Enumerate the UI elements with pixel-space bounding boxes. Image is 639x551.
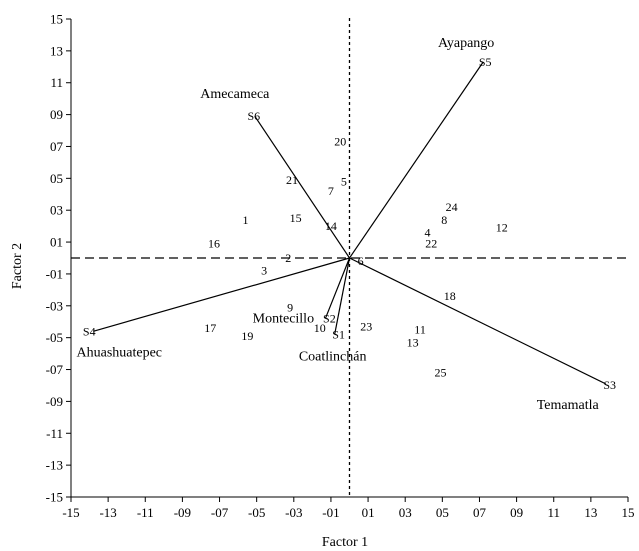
point-17: 17 (204, 321, 216, 335)
x-tick-label: -09 (174, 505, 191, 520)
reference-lines (71, 18, 628, 497)
x-tick-label: 09 (510, 505, 523, 520)
site-name-s2: Montecillo (253, 312, 314, 327)
site-name-s3: Temamatla (537, 398, 600, 413)
point-8: 8 (441, 213, 447, 227)
x-tick-label: -11 (137, 505, 154, 520)
point-6: 6 (358, 254, 364, 268)
x-tick-label: 05 (436, 505, 449, 520)
vector-s2 (324, 257, 351, 319)
y-tick-label: 15 (50, 12, 63, 27)
vector-s3 (349, 257, 606, 385)
point-13: 13 (407, 335, 419, 349)
y-tick-label: 01 (50, 235, 63, 250)
x-tick-label: -07 (211, 505, 229, 520)
y-tick-label: 09 (50, 107, 63, 122)
point-22: 22 (425, 237, 437, 251)
vector-s5 (349, 61, 484, 259)
y-tick-label: 03 (50, 203, 63, 218)
site-id-s6: S6 (247, 109, 260, 123)
x-axis-title: Factor 1 (322, 535, 368, 550)
point-19: 19 (241, 329, 253, 343)
point-18: 18 (444, 289, 456, 303)
point-4: 4 (424, 226, 430, 240)
vector-s6 (254, 115, 350, 259)
site-id-s3: S3 (603, 378, 616, 392)
y-tick-label: 13 (50, 43, 63, 58)
x-tick-label: -03 (285, 505, 302, 520)
x-tick-label: -05 (248, 505, 265, 520)
site-id-s2: S2 (323, 312, 336, 326)
x-tick-label: -01 (322, 505, 339, 520)
y-tick-label: 11 (50, 75, 63, 90)
y-tick-label: -01 (46, 266, 63, 281)
point-15: 15 (290, 211, 302, 225)
site-id-s4: S4 (83, 324, 96, 338)
point-2: 2 (285, 251, 291, 265)
site-name-s5: Ayapango (438, 36, 494, 51)
site-id-s1: S1 (332, 327, 345, 341)
point-21: 21 (286, 173, 298, 187)
x-tick-label: -13 (99, 505, 116, 520)
site-vectors (93, 61, 606, 385)
point-14: 14 (325, 219, 337, 233)
y-tick-label: -15 (46, 490, 63, 505)
site-id-s5: S5 (479, 55, 492, 69)
site-name-s6: Amecameca (200, 87, 270, 102)
point-1: 1 (243, 213, 249, 227)
point-3: 3 (261, 264, 267, 278)
point-5: 5 (341, 175, 347, 189)
x-tick-label: 03 (399, 505, 412, 520)
x-tick-label: 07 (473, 505, 487, 520)
y-tick-label: -11 (46, 426, 63, 441)
site-name-s1: Coatlinchán (299, 349, 367, 364)
y-tick-label: -05 (46, 330, 63, 345)
point-7: 7 (328, 184, 334, 198)
point-25: 25 (434, 366, 446, 380)
y-tick-label: 05 (50, 171, 63, 186)
x-tick-label: 11 (547, 505, 560, 520)
x-tick-label: -15 (62, 505, 79, 520)
point-16: 16 (208, 237, 220, 251)
x-tick-label: 01 (362, 505, 375, 520)
vector-s4 (93, 257, 350, 332)
y-tick-label: -07 (46, 362, 64, 377)
site-name-s4: Ahuashuatepec (77, 345, 163, 360)
point-20: 20 (334, 135, 346, 149)
y-tick-label: -03 (46, 298, 63, 313)
y-tick-label: -09 (46, 394, 63, 409)
point-24: 24 (446, 200, 458, 214)
y-axis-title: Factor 2 (10, 243, 25, 289)
y-tick-label: -13 (46, 458, 63, 473)
x-tick-label: 15 (622, 505, 635, 520)
axes: -15 -13 -11 -09 -07 -05 -03 -01 01 03 05 07 09 11 13 15… (46, 12, 635, 521)
vector-s1 (334, 257, 351, 335)
point-11: 11 (414, 323, 426, 337)
x-tick-label: 13 (584, 505, 597, 520)
point-23: 23 (360, 320, 372, 334)
point-9: 9 (287, 300, 293, 314)
point-12: 12 (496, 221, 508, 235)
y-tick-label: 07 (50, 139, 64, 154)
point-10: 10 (314, 321, 326, 335)
